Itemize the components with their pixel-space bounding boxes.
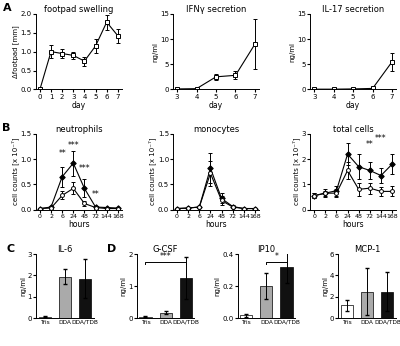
Title: IL-17 secretion: IL-17 secretion <box>322 5 384 14</box>
Bar <box>160 312 172 318</box>
Text: ***: *** <box>79 164 90 173</box>
Title: IL-6: IL-6 <box>57 245 72 254</box>
Bar <box>240 315 252 318</box>
Title: monocytes: monocytes <box>193 125 239 134</box>
Title: IFNγ secretion: IFNγ secretion <box>186 5 246 14</box>
X-axis label: hours: hours <box>342 220 364 229</box>
X-axis label: hours: hours <box>68 220 90 229</box>
Bar <box>180 278 192 318</box>
Y-axis label: cell counts [x 10⁻⁷]: cell counts [x 10⁻⁷] <box>12 138 19 206</box>
Bar <box>260 286 272 318</box>
Y-axis label: cell counts [x 10⁻⁷]: cell counts [x 10⁻⁷] <box>292 138 300 206</box>
Title: G-CSF: G-CSF <box>153 245 178 254</box>
Bar <box>280 267 292 318</box>
Bar <box>361 292 373 318</box>
X-axis label: hours: hours <box>205 220 227 229</box>
Text: A: A <box>4 2 12 12</box>
Title: MCP-1: MCP-1 <box>354 245 380 254</box>
Text: D: D <box>107 244 116 254</box>
X-axis label: day: day <box>72 101 86 110</box>
Text: **: ** <box>58 149 66 158</box>
X-axis label: day: day <box>346 101 360 110</box>
Text: ***: *** <box>160 252 172 261</box>
Title: total cells: total cells <box>333 125 374 134</box>
Y-axis label: ng/ml: ng/ml <box>290 42 296 62</box>
Text: C: C <box>6 244 14 254</box>
Y-axis label: cell counts [x 10⁻⁷]: cell counts [x 10⁻⁷] <box>148 138 156 206</box>
Text: **: ** <box>92 190 100 199</box>
Y-axis label: ng/ml: ng/ml <box>121 276 127 296</box>
Bar <box>59 276 71 318</box>
Bar <box>39 317 51 318</box>
Y-axis label: ng/ml: ng/ml <box>215 276 221 296</box>
Y-axis label: ng/ml: ng/ml <box>20 276 26 296</box>
Title: footpad swelling: footpad swelling <box>44 5 114 14</box>
Bar <box>140 317 152 318</box>
Y-axis label: ng/ml: ng/ml <box>322 276 328 296</box>
Text: ***: *** <box>375 134 387 143</box>
X-axis label: day: day <box>209 101 223 110</box>
Title: neutrophils: neutrophils <box>55 125 103 134</box>
Y-axis label: Δfootpad [mm]: Δfootpad [mm] <box>12 25 19 78</box>
Text: ***: *** <box>68 141 79 150</box>
Bar <box>79 279 91 318</box>
Text: B: B <box>2 122 10 133</box>
Bar <box>341 306 353 318</box>
Title: IP10: IP10 <box>257 245 276 254</box>
Y-axis label: ng/ml: ng/ml <box>152 42 158 62</box>
Bar <box>381 292 393 318</box>
Text: *: * <box>274 252 278 261</box>
Text: **: ** <box>366 140 374 149</box>
